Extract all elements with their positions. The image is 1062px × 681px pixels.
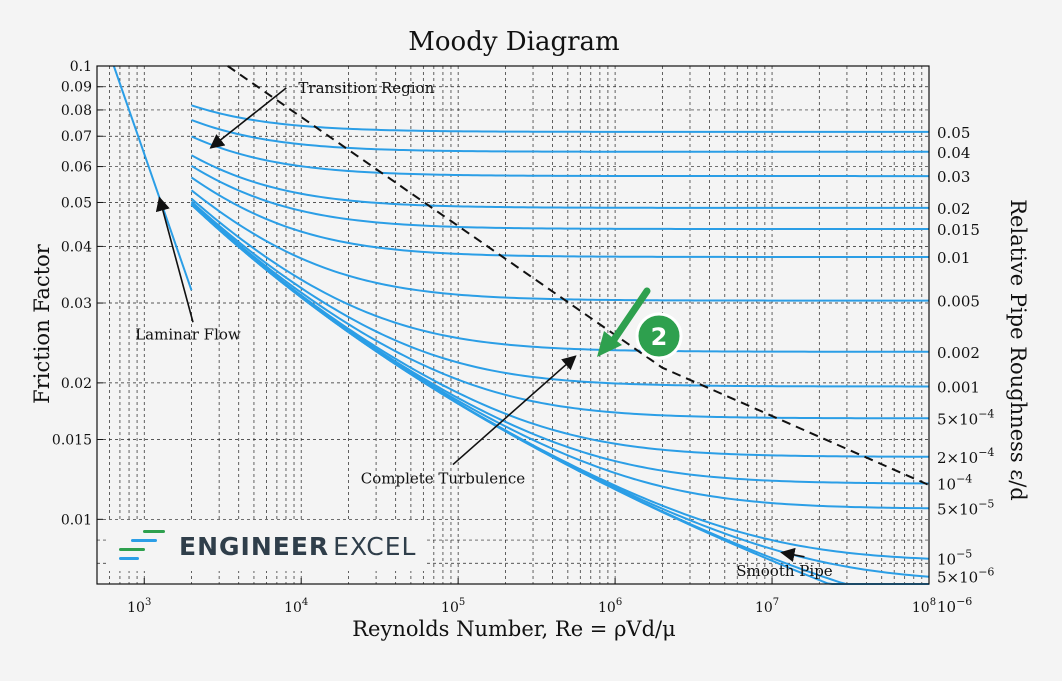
- roughness-curve: [190, 165, 929, 231]
- roughness-label: 2×10−4: [937, 446, 994, 467]
- y-tick-label: 0.015: [52, 433, 92, 449]
- roughness-curve: [190, 200, 929, 388]
- roughness-label: 0.001: [937, 379, 980, 397]
- annotation-label: Smooth Pipe: [736, 562, 833, 580]
- annotation-label: Laminar Flow: [135, 325, 241, 343]
- y-tick-label: 0.08: [61, 103, 92, 119]
- x-tick-label: 107: [755, 597, 779, 616]
- logo-word-light: EXCEL: [333, 531, 417, 561]
- complete-turbulence-line: [227, 65, 930, 487]
- roughness-curves: [190, 104, 930, 585]
- y-tick-label: 0.09: [61, 80, 92, 96]
- roughness-curve: [191, 135, 929, 178]
- roughness-curve: [190, 203, 929, 585]
- y-tick-label: 0.03: [61, 296, 92, 312]
- y-tick-label: 0.1: [70, 59, 92, 75]
- chart-title: Moody Diagram: [408, 27, 619, 57]
- x-tick-label: 105: [441, 597, 465, 616]
- roughness-curve: [191, 154, 929, 209]
- roughness-label: 0.04: [937, 144, 970, 162]
- y-axis-ticks: 0.1 0.09 0.08 0.07 0.06 0.05 0.04 0.03 0.02 0.015…: [52, 59, 103, 528]
- roughness-label: 5×10−5: [937, 497, 994, 518]
- highlight-marker: 2: [597, 287, 683, 360]
- logo-bars-icon: [113, 526, 175, 566]
- y-tick-label: 0.01: [61, 512, 92, 528]
- annotation-arrow: [780, 547, 805, 562]
- x-tick-label: 106: [598, 597, 622, 616]
- annotation-arrow: [452, 355, 577, 466]
- roughness-label: 10−5: [937, 548, 972, 569]
- marker-badge: [635, 312, 683, 360]
- roughness-curve: [190, 202, 929, 420]
- roughness-curve: [191, 119, 929, 153]
- marker-badge-label: 2: [651, 323, 668, 351]
- roughness-label: 0.02: [937, 200, 970, 218]
- roughness-label: 0.002: [937, 344, 980, 362]
- laminar-line: [112, 65, 193, 291]
- annotation-arrow: [155, 196, 194, 323]
- roughness-label: 10−4: [937, 472, 972, 493]
- y2-axis-label: Relative Pipe Roughness ε/d: [1006, 199, 1030, 501]
- y-tick-label: 0.04: [61, 239, 92, 255]
- plot-frame: [96, 65, 930, 585]
- roughness-label: 0.05: [937, 124, 970, 142]
- roughness-label: 0.01: [937, 249, 970, 267]
- y-axis-label: Friction Factor: [30, 243, 54, 404]
- roughness-label: 5×10−4: [937, 407, 994, 428]
- roughness-label: 0.015: [937, 221, 980, 239]
- roughness-labels: 0.05 0.04 0.03 0.02 0.015 0.01 0.005 0.002 0.001…: [937, 124, 994, 616]
- y-tick-label: 0.05: [61, 196, 92, 212]
- roughness-curve: [190, 176, 929, 258]
- brand-logo: ENGINEER EXCEL: [109, 521, 427, 571]
- x-tick-label: 108: [912, 597, 936, 616]
- marker-arrow-head: [597, 331, 622, 357]
- annotation-label: Transition Region: [298, 79, 434, 97]
- annotation-arrow: [209, 87, 287, 149]
- roughness-label: 10−6: [937, 595, 972, 616]
- laminar-flow-line: [112, 65, 193, 291]
- roughness-label: 5×10−6: [937, 566, 994, 587]
- complete-turbulence-curve: [227, 65, 930, 487]
- roughness-label: 0.03: [937, 168, 970, 186]
- x-tick-label: 104: [284, 597, 308, 616]
- roughness-curve: [190, 203, 930, 510]
- y-tick-label: 0.06: [61, 160, 92, 176]
- roughness-curve: [190, 189, 929, 302]
- logo-word-bold: ENGINEER: [179, 531, 330, 561]
- y-tick-label: 0.02: [61, 376, 92, 392]
- annotation-label: Complete Turbulence: [361, 470, 526, 488]
- roughness-label: 0.005: [937, 293, 980, 311]
- annotations: Transition Region Laminar Flow Complete Tu…: [135, 79, 833, 580]
- y-tick-label: 0.07: [61, 129, 92, 145]
- x-tick-label: 103: [127, 597, 151, 616]
- roughness-curve: [190, 197, 929, 353]
- x-axis-label: Reynolds Number, Re = ρVd/μ: [352, 617, 676, 641]
- marker-arrow-shaft: [607, 287, 651, 348]
